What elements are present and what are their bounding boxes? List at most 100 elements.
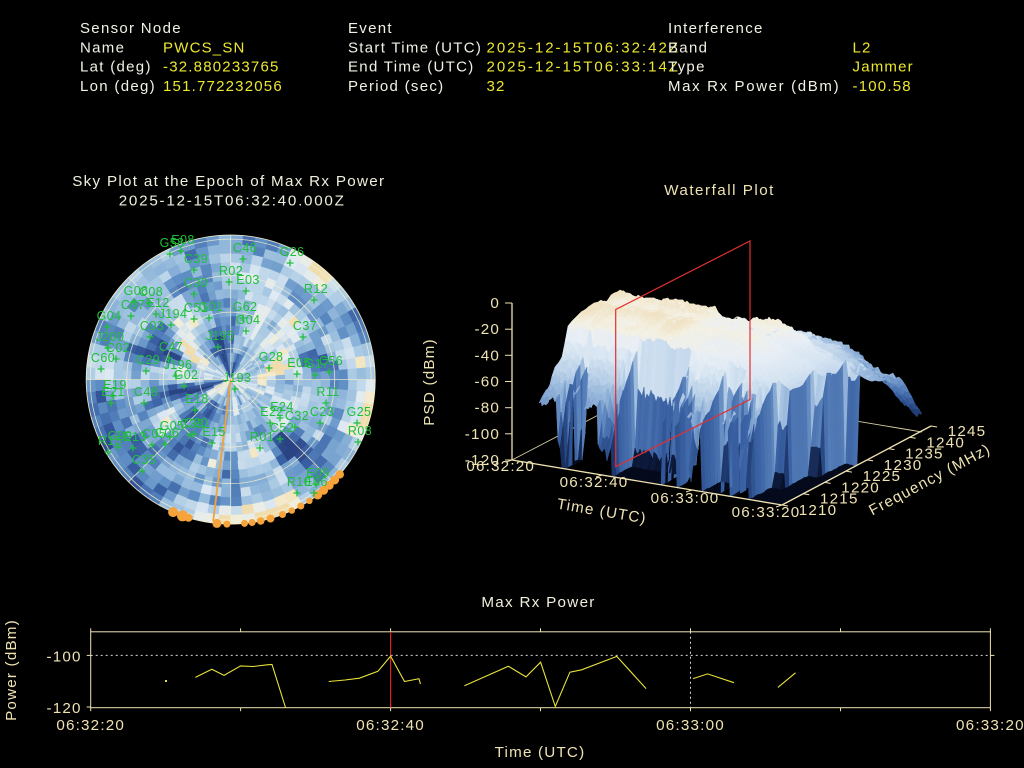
svg-text:Type: Type <box>668 59 706 76</box>
svg-text:1230: 1230 <box>884 457 923 474</box>
svg-text:Interference: Interference <box>668 20 764 37</box>
svg-text:1215: 1215 <box>820 491 859 508</box>
svg-text:G09: G09 <box>108 429 133 443</box>
svg-text:R01: R01 <box>250 430 274 444</box>
svg-text:E15: E15 <box>202 425 225 439</box>
svg-text:E24: E24 <box>270 400 293 414</box>
svg-text:R10: R10 <box>287 475 311 489</box>
svg-text:C03: C03 <box>140 319 164 333</box>
svg-text:06:32:40: 06:32:40 <box>560 474 629 491</box>
svg-text:G62: G62 <box>233 300 258 314</box>
svg-text:06:33:20: 06:33:20 <box>732 504 801 521</box>
svg-text:1240: 1240 <box>926 434 965 451</box>
svg-text:Start Time (UTC): Start Time (UTC) <box>348 39 482 56</box>
svg-text:G01: G01 <box>199 300 224 314</box>
svg-text:Sensor Node: Sensor Node <box>80 20 182 37</box>
svg-text:G25: G25 <box>347 405 372 419</box>
svg-text:-60: -60 <box>474 374 500 391</box>
svg-text:1210: 1210 <box>799 502 838 519</box>
svg-text:C37: C37 <box>293 319 317 333</box>
svg-text:G26: G26 <box>280 245 305 259</box>
svg-text:06:32:20: 06:32:20 <box>56 717 125 734</box>
svg-text:E18: E18 <box>185 392 208 406</box>
svg-text:C39: C39 <box>184 252 208 266</box>
svg-text:Sky Plot at the Epoch of Max R: Sky Plot at the Epoch of Max Rx Power <box>72 173 385 190</box>
svg-text:E05: E05 <box>287 356 310 370</box>
svg-text:Max Rx Power: Max Rx Power <box>481 594 595 611</box>
svg-text:G04: G04 <box>97 309 122 323</box>
svg-text:J194: J194 <box>159 307 188 321</box>
svg-text:C52: C52 <box>270 421 294 435</box>
svg-text:R08: R08 <box>348 424 372 438</box>
svg-text:2025-12-15T06:32:42Z: 2025-12-15T06:32:42Z <box>487 39 680 56</box>
svg-text:C46: C46 <box>233 241 257 255</box>
svg-text:End Time (UTC): End Time (UTC) <box>348 59 475 76</box>
svg-text:C56: C56 <box>319 354 343 368</box>
svg-text:C20: C20 <box>184 416 208 430</box>
svg-text:1220: 1220 <box>841 479 880 496</box>
svg-text:C07: C07 <box>121 298 145 312</box>
svg-text:Name: Name <box>80 39 125 56</box>
svg-text:J196: J196 <box>164 358 193 372</box>
svg-text:1225: 1225 <box>863 468 902 485</box>
svg-text:-120: -120 <box>46 700 81 717</box>
svg-text:E21: E21 <box>101 385 124 399</box>
svg-text:E03: E03 <box>236 273 259 287</box>
svg-text:06:33:00: 06:33:00 <box>656 717 725 734</box>
svg-text:C06: C06 <box>155 426 179 440</box>
svg-text:Lon (deg): Lon (deg) <box>80 78 156 95</box>
svg-text:Jammer: Jammer <box>853 59 914 76</box>
svg-text:PWCS_SN: PWCS_SN <box>163 39 246 56</box>
svg-text:C32: C32 <box>285 409 309 423</box>
svg-text:E19: E19 <box>103 378 126 392</box>
svg-text:C02: C02 <box>106 341 130 355</box>
svg-text:-100.58: -100.58 <box>853 78 912 95</box>
svg-text:G28: G28 <box>259 350 284 364</box>
svg-text:G06: G06 <box>124 284 149 298</box>
svg-text:C60: C60 <box>91 351 115 365</box>
svg-text:C23: C23 <box>310 405 334 419</box>
svg-text:Event: Event <box>348 20 393 37</box>
svg-text:C05: C05 <box>142 427 166 441</box>
svg-text:1245: 1245 <box>948 423 987 440</box>
svg-text:Waterfall Plot: Waterfall Plot <box>664 182 775 199</box>
svg-text:C30: C30 <box>184 276 208 290</box>
svg-text:G05: G05 <box>160 419 185 433</box>
svg-text:0: 0 <box>490 295 500 312</box>
svg-text:2025-12-15T06:33:14Z: 2025-12-15T06:33:14Z <box>487 59 680 76</box>
svg-text:-80: -80 <box>474 400 500 417</box>
svg-text:C38: C38 <box>180 417 204 431</box>
svg-text:-32.880233765: -32.880233765 <box>163 59 280 76</box>
svg-text:G17: G17 <box>305 357 330 371</box>
svg-text:C29: C29 <box>136 353 160 367</box>
svg-text:R02: R02 <box>219 264 243 278</box>
svg-text:E08: E08 <box>171 233 194 247</box>
svg-text:Period (sec): Period (sec) <box>348 78 444 95</box>
svg-text:C48: C48 <box>134 385 158 399</box>
svg-text:E22: E22 <box>260 405 283 419</box>
svg-text:1235: 1235 <box>905 446 944 463</box>
svg-text:06:33:20: 06:33:20 <box>956 717 1024 734</box>
svg-text:06:32:20: 06:32:20 <box>466 458 535 475</box>
svg-text:G02: G02 <box>174 368 199 382</box>
svg-text:Time (UTC): Time (UTC) <box>495 744 586 761</box>
svg-text:R12: R12 <box>304 282 328 296</box>
svg-text:PSD (dBm): PSD (dBm) <box>421 338 438 426</box>
svg-text:E13: E13 <box>123 430 146 444</box>
svg-text:E12: E12 <box>146 296 169 310</box>
svg-text:-100: -100 <box>465 426 500 443</box>
svg-text:C51: C51 <box>184 301 208 315</box>
svg-text:E09: E09 <box>306 466 329 480</box>
svg-text:Max Rx Power (dBm): Max Rx Power (dBm) <box>668 78 840 95</box>
svg-text:L2: L2 <box>853 39 872 56</box>
svg-text:2025-12-15T06:32:40.000Z: 2025-12-15T06:32:40.000Z <box>119 193 346 210</box>
svg-text:C35: C35 <box>132 453 156 467</box>
svg-text:G04: G04 <box>236 313 261 327</box>
svg-text:-120: -120 <box>465 452 500 469</box>
svg-text:-100: -100 <box>46 648 81 665</box>
svg-text:-20: -20 <box>474 321 500 338</box>
svg-text:151.772232056: 151.772232056 <box>163 78 283 95</box>
svg-text:Power (dBm): Power (dBm) <box>3 619 20 721</box>
svg-text:R15: R15 <box>98 434 122 448</box>
svg-text:32: 32 <box>487 78 506 95</box>
